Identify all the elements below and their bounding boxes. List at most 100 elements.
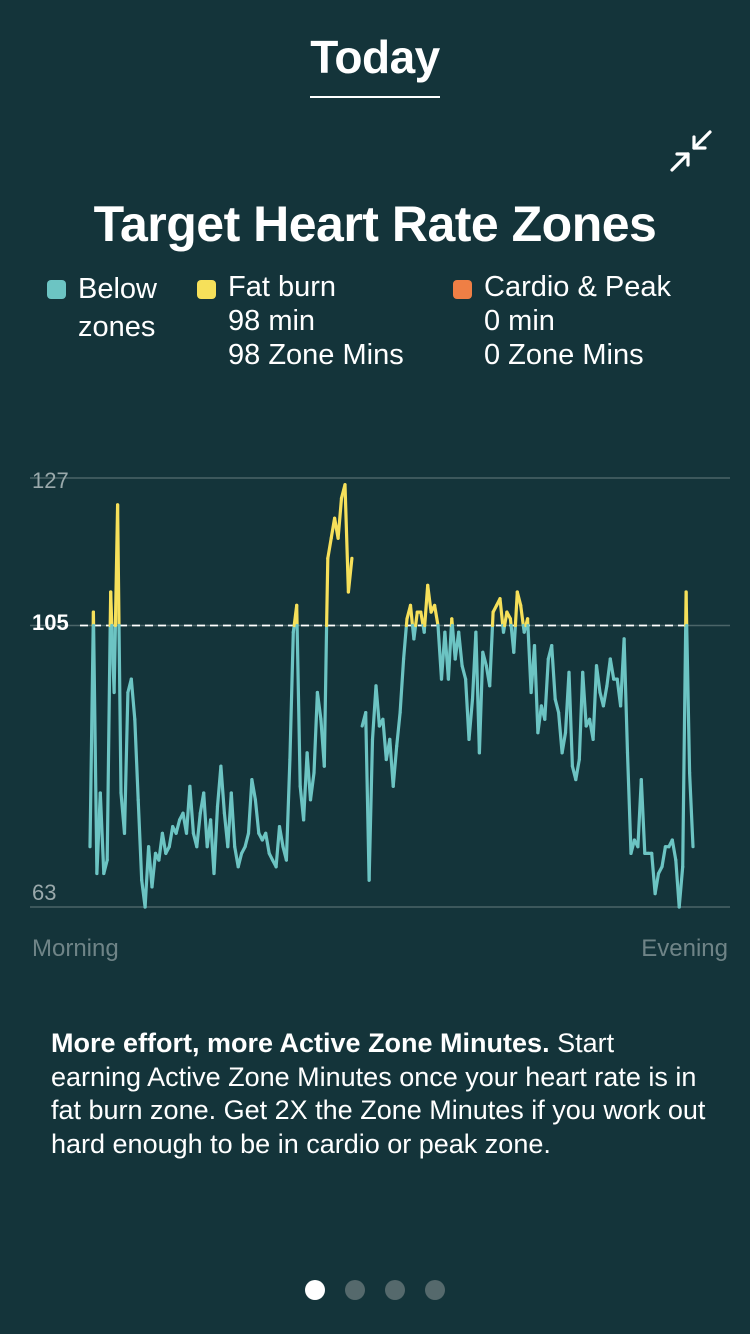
heart-rate-segment-36-0	[212, 804, 220, 876]
heart-rate-segment-3-0	[98, 791, 106, 876]
heart-rate-segment-173-1	[685, 623, 692, 775]
heart-rate-segment-74-0	[343, 483, 350, 594]
heart-rate-segment-4-0	[102, 858, 109, 876]
page-dot-2[interactable]	[345, 1280, 365, 1300]
heart-rate-segment-90-0	[398, 657, 406, 715]
y-tick-127: 127	[32, 468, 69, 493]
heart-rate-segment-43-0	[236, 851, 244, 869]
heart-rate-segment-108-0	[460, 664, 468, 681]
heart-rate-segment-143-0	[581, 670, 588, 728]
x-label-evening: Evening	[641, 935, 728, 962]
heart-rate-segment-130-0	[536, 704, 544, 735]
heart-rate-segment-113-0	[477, 650, 485, 755]
page-indicator[interactable]	[0, 1280, 750, 1300]
heart-rate-segment-116-0	[488, 623, 495, 688]
heart-rate-segment-18-0	[150, 851, 158, 889]
heart-rate-segment-5-0	[105, 623, 112, 862]
description-body: Start earning Active Zone Minutes once y…	[51, 1028, 706, 1159]
heart-rate-segment-65-0	[312, 690, 319, 775]
heart-rate-segment-171-0	[677, 865, 685, 909]
page-dot-3[interactable]	[385, 1280, 405, 1300]
heart-rate-segment-68-0	[322, 623, 329, 768]
heart-rate-segment-132-0	[543, 657, 550, 721]
legend-cardio-name: Cardio & Peak	[484, 271, 671, 303]
heart-rate-segment-107-0	[457, 630, 464, 668]
heart-rate-segment-29-0	[188, 784, 195, 835]
below-zones-swatch	[47, 280, 66, 299]
heart-rate-segment-23-0	[167, 825, 175, 849]
heart-rate-segment-124-0	[515, 590, 523, 607]
heart-rate-segment-123-0	[512, 623, 518, 654]
heart-rate-segment-151-0	[608, 657, 616, 681]
heart-rate-segment-48-0	[253, 798, 261, 835]
heart-rate-segment-89-0	[395, 711, 402, 748]
heart-rate-segment-8-1	[117, 623, 123, 795]
heart-rate-segment-139-0	[567, 670, 575, 768]
heart-rate-segment-57-0	[284, 757, 292, 862]
heart-rate-segment-64-0	[308, 771, 316, 802]
heart-rate-segment-8-0	[115, 503, 121, 628]
heart-rate-segment-69-0	[326, 536, 333, 561]
zone-legend: Below zones Fat burn 98 min 98 Zone Mins…	[0, 270, 750, 390]
heart-rate-segment-10-0	[122, 690, 130, 835]
heart-rate-segment-94-1	[414, 610, 419, 628]
heart-rate-segment-88-0	[391, 744, 399, 788]
heart-rate-segment-163-0	[650, 851, 657, 896]
heart-rate-segment-169-0	[670, 838, 678, 862]
heart-rate-segment-119-0	[498, 597, 505, 628]
heart-rate-segment-60-1	[295, 623, 302, 788]
heart-rate-segment-114-0	[481, 650, 488, 668]
heart-rate-segment-136-0	[556, 711, 564, 755]
legend-fatburn-minutes: 98 min	[228, 305, 316, 337]
heart-rate-segment-104-0	[446, 623, 453, 681]
heart-rate-segment-13-0	[133, 717, 140, 802]
heart-rate-segment-173-0	[684, 590, 689, 628]
heart-rate-plot	[30, 477, 730, 909]
heart-rate-segment-96-0	[419, 610, 425, 628]
heart-rate-segment-66-0	[315, 690, 323, 721]
heart-rate-segment-81-0	[367, 737, 375, 882]
heart-rate-segment-174-0	[687, 771, 695, 849]
heart-rate-segment-129-0	[532, 644, 540, 735]
heart-rate-segment-41-0	[229, 791, 237, 849]
heart-rate-segment-146-0	[591, 664, 599, 741]
heart-rate-segment-33-0	[202, 791, 209, 849]
heart-rate-segment-155-0	[622, 637, 630, 755]
heart-rate-segment-51-0	[264, 831, 271, 855]
heart-rate-segment-46-0	[246, 778, 254, 835]
page-dot-1[interactable]	[305, 1280, 325, 1300]
header: Today	[0, 30, 750, 98]
heart-rate-segment-21-0	[160, 831, 168, 855]
legend-below-line1: Below	[78, 273, 157, 305]
heart-rate-segment-94-0	[412, 623, 418, 641]
heart-rate-chart: 127 105 63 Morning Evening	[0, 440, 750, 970]
heart-rate-segment-1-1	[91, 623, 99, 876]
heart-rate-segment-31-0	[195, 811, 202, 849]
heart-rate-segment-172-0	[681, 623, 688, 869]
heart-rate-segment-141-0	[574, 757, 581, 782]
legend-fatburn-name: Fat burn	[228, 271, 336, 303]
heart-rate-segment-98-0	[426, 583, 433, 614]
heart-rate-segment-47-0	[250, 778, 257, 802]
heart-rate-segment-137-0	[560, 731, 568, 755]
heart-rate-segment-164-0	[653, 871, 661, 896]
heart-rate-segment-6-0	[109, 590, 114, 628]
heart-rate-segment-160-0	[639, 778, 647, 855]
heart-rate-segment-7-0	[112, 623, 118, 695]
cardio-peak-swatch	[453, 280, 472, 299]
heart-rate-segment-100-0	[433, 603, 440, 628]
heart-rate-segment-110-0	[467, 697, 475, 741]
heart-rate-segment-83-0	[374, 684, 381, 728]
legend-fatburn-zone-mins: 98 Zone Mins	[228, 339, 404, 371]
collapse-arrows-icon[interactable]	[668, 128, 714, 174]
heart-rate-segment-93-0	[408, 603, 415, 628]
page-dot-4[interactable]	[425, 1280, 445, 1300]
y-tick-105: 105	[32, 610, 69, 635]
heart-rate-segment-147-0	[594, 664, 602, 695]
heart-rate-segment-135-0	[553, 697, 561, 715]
heart-rate-segment-14-0	[136, 798, 144, 882]
description-text: More effort, more Active Zone Minutes. S…	[51, 1027, 711, 1161]
legend-cardio-minutes: 0 min	[484, 305, 555, 337]
page-title: Today	[310, 30, 440, 98]
card-title: Target Heart Rate Zones	[93, 196, 657, 252]
